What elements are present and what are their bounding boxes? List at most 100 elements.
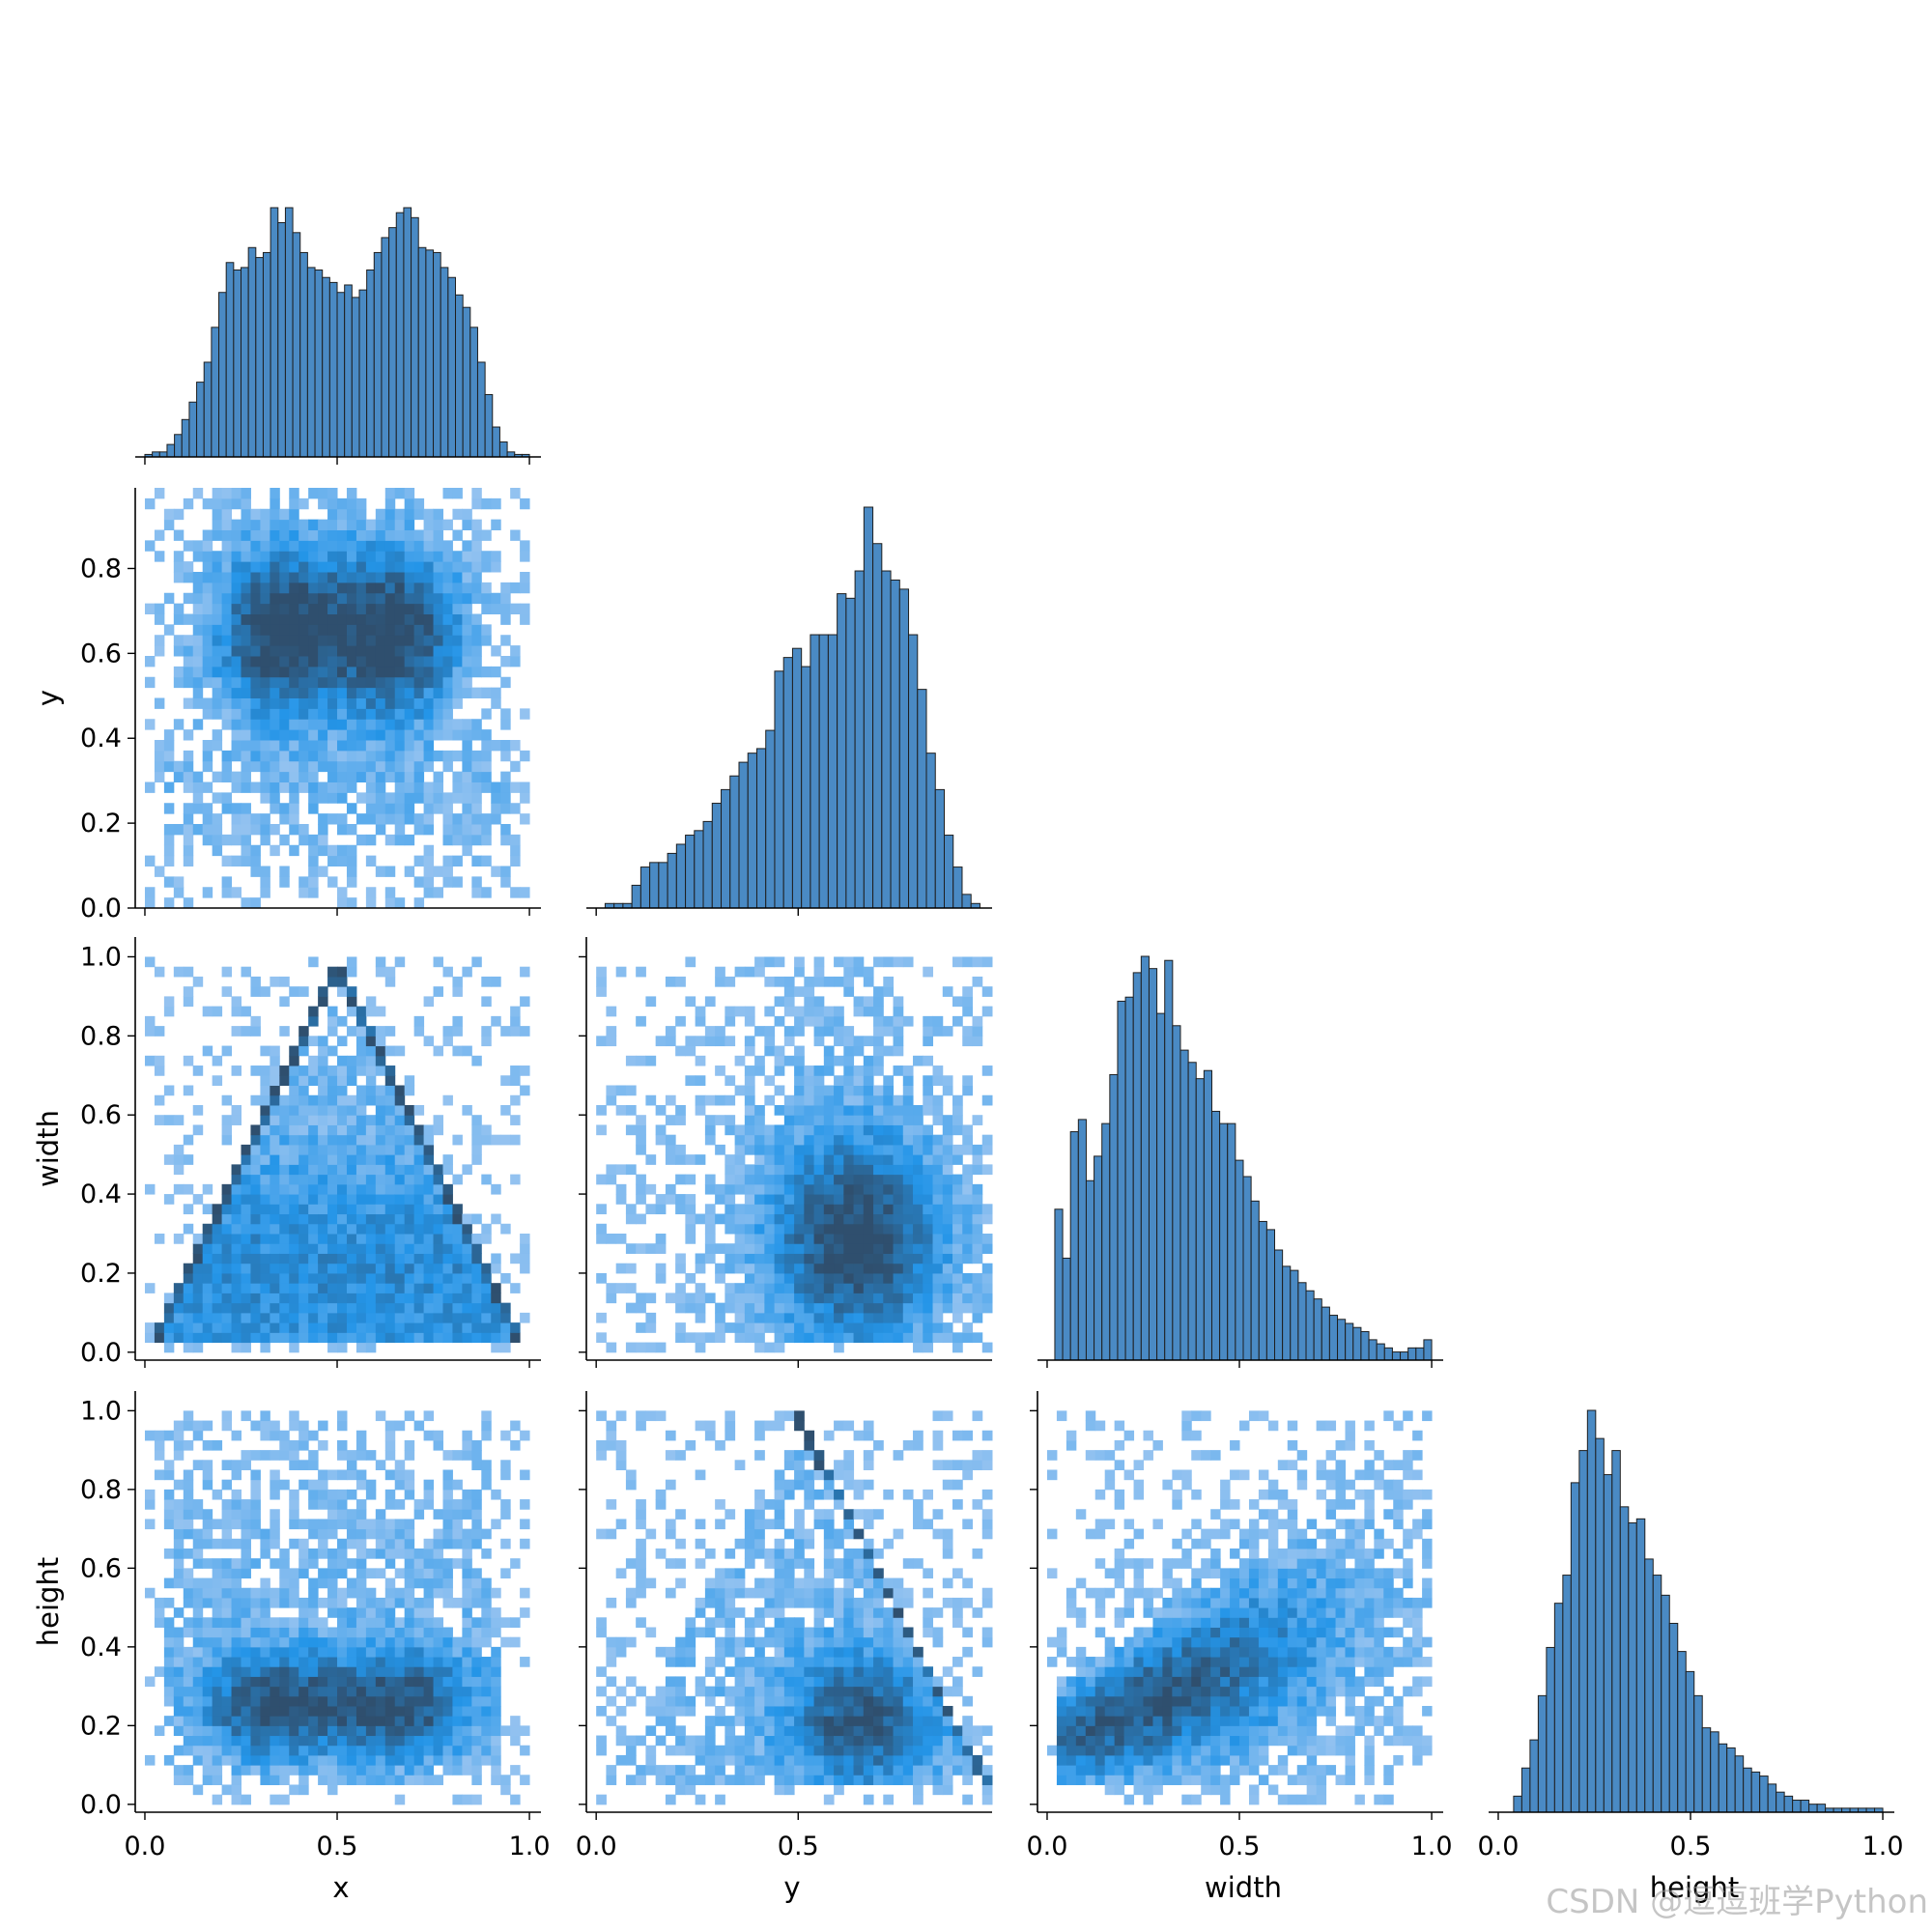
heatmap-cell xyxy=(774,1085,785,1096)
heatmap-cell xyxy=(375,781,386,793)
heatmap-cell xyxy=(932,1272,944,1284)
heatmap-cell xyxy=(183,824,194,836)
heatmap-cell xyxy=(734,1657,746,1667)
heatmap-cell xyxy=(318,1234,328,1244)
heatmap-cell xyxy=(365,1342,377,1353)
heatmap-cell xyxy=(270,1519,280,1530)
heatmap-cell xyxy=(413,1154,425,1165)
heatmap-cell xyxy=(794,1765,805,1776)
heatmap-cell xyxy=(853,1085,865,1096)
heatmap-cell xyxy=(704,1775,716,1785)
heatmap-cell xyxy=(823,1469,835,1481)
heatmap-cell xyxy=(221,750,233,762)
heatmap-cell xyxy=(327,613,338,625)
heatmap-cell xyxy=(298,986,309,997)
heatmap-cell xyxy=(404,1489,415,1500)
heatmap-cell xyxy=(843,1263,855,1274)
heatmap-cell xyxy=(337,760,348,773)
heatmap-cell xyxy=(834,1528,844,1540)
heatmap-cell xyxy=(520,792,530,804)
heatmap-cell xyxy=(754,1026,765,1037)
heatmap-cell xyxy=(685,1154,696,1165)
heatmap-cell xyxy=(704,1577,716,1589)
heatmap-cell xyxy=(298,1439,309,1451)
heatmap-cell xyxy=(481,1686,492,1697)
heatmap-cell xyxy=(250,1312,261,1323)
heatmap-cell xyxy=(327,1469,338,1481)
heatmap-cell xyxy=(913,1174,923,1185)
heatmap-cell xyxy=(375,540,386,552)
heatmap-cell xyxy=(893,1322,904,1333)
heatmap-cell xyxy=(625,1597,637,1608)
heatmap-cell xyxy=(260,1410,270,1422)
heatmap-cell xyxy=(685,1775,696,1785)
heatmap-cell xyxy=(384,1312,396,1323)
heatmap-cell xyxy=(883,1144,895,1155)
heatmap-cell xyxy=(384,1538,396,1549)
heatmap-cell xyxy=(843,1636,855,1648)
heatmap-cell xyxy=(260,1538,270,1549)
heatmap-cell xyxy=(734,1243,746,1254)
heatmap-cell xyxy=(298,1045,309,1057)
heatmap-cell xyxy=(327,1283,338,1293)
heatmap-cell xyxy=(270,1420,280,1432)
heatmap-cell xyxy=(212,1666,223,1677)
heatmap-cell xyxy=(423,529,435,541)
heatmap-cell xyxy=(413,1312,425,1323)
heatmap-cell xyxy=(270,1558,280,1569)
heatmap-cell xyxy=(471,1519,482,1530)
heatmap-cell xyxy=(715,1036,725,1047)
histogram-bar xyxy=(1792,1800,1802,1813)
heatmap-cell xyxy=(942,1302,953,1314)
heatmap-cell xyxy=(413,1302,425,1314)
heatmap-cell xyxy=(843,1705,855,1717)
heatmap-cell xyxy=(298,1115,309,1125)
heatmap-cell xyxy=(375,1765,386,1776)
heatmap-cell xyxy=(843,966,855,978)
heatmap-cell xyxy=(883,976,895,987)
heatmap-cell xyxy=(394,813,406,825)
heatmap-cell xyxy=(675,1144,686,1155)
heatmap-cell xyxy=(404,1154,415,1165)
heatmap-cell xyxy=(665,1154,676,1165)
heatmap-cell xyxy=(192,613,204,625)
heatmap-cell xyxy=(783,1124,795,1136)
heatmap-cell xyxy=(942,1183,953,1195)
heatmap-cell xyxy=(615,1735,627,1747)
heatmap-cell xyxy=(724,1094,736,1106)
heatmap-cell xyxy=(972,1164,983,1176)
heatmap-cell xyxy=(154,771,165,782)
heatmap-cell xyxy=(863,1597,874,1608)
heatmap-cell xyxy=(843,1302,855,1314)
heatmap-cell xyxy=(510,1558,521,1569)
heatmap-cell xyxy=(202,1627,213,1638)
heatmap-cell xyxy=(481,1469,492,1481)
heatmap-cell xyxy=(260,1223,270,1235)
heatmap-cell xyxy=(500,1332,511,1344)
heatmap-cell xyxy=(873,1045,884,1057)
heatmap-cell xyxy=(510,1075,521,1087)
histogram-bar xyxy=(1628,1521,1637,1813)
heatmap-cell xyxy=(685,1617,696,1628)
heatmap-cell xyxy=(163,1695,175,1707)
heatmap-cell xyxy=(365,1036,377,1047)
heatmap-cell xyxy=(327,1253,338,1264)
heatmap-cell xyxy=(442,1587,453,1599)
heatmap-cell xyxy=(231,1322,242,1333)
heatmap-cell xyxy=(853,1332,865,1344)
heatmap-cell xyxy=(221,561,233,573)
heatmap-cell xyxy=(221,488,233,499)
heatmap-cell xyxy=(952,1015,963,1027)
heatmap-cell xyxy=(250,1558,261,1569)
heatmap-cell xyxy=(715,1745,725,1756)
heatmap-cell xyxy=(481,1223,492,1235)
heatmap-cell xyxy=(783,1194,795,1205)
heatmap-cell xyxy=(962,986,974,997)
heatmap-cell xyxy=(250,1322,261,1333)
heatmap-cell xyxy=(337,1094,348,1106)
heatmap-cell xyxy=(375,1695,386,1707)
heatmap-cell xyxy=(423,1164,435,1176)
heatmap-cell xyxy=(774,1194,785,1205)
heatmap-cell xyxy=(423,887,435,898)
heatmap-cell xyxy=(279,582,290,594)
